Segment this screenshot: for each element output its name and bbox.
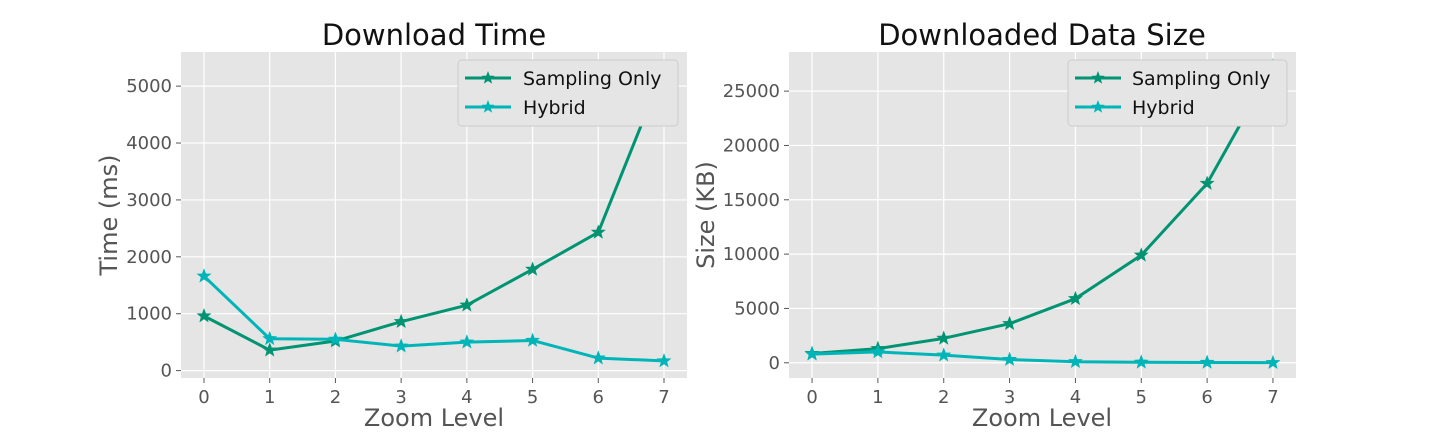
data-point-hybrid [393, 338, 409, 353]
data-point-sampling-only [1002, 315, 1018, 331]
y-axis-label: Time (ms) [95, 155, 123, 277]
legend-label-hybrid: Hybrid [523, 97, 586, 119]
legend-marker-sampling-only [1091, 71, 1105, 84]
series-line-hybrid [202, 275, 665, 363]
x-tick-label: 4 [461, 387, 472, 408]
data-point-hybrid [590, 350, 606, 365]
y-tick-label: 2000 [126, 247, 172, 268]
series-layer [196, 60, 672, 368]
data-point-hybrid [1002, 351, 1018, 366]
panel-downloaded-data-size: 0 5000 10000 15000 20000 25000 0 1 2 3 4 5 6 7 Sampli… [692, 18, 1296, 432]
y-tick-label: 15000 [723, 190, 780, 211]
panel-download-time: 0 1000 2000 3000 4000 5000 0 1 2 3 4 5 6 7 Sampling O… [95, 18, 687, 432]
series-line-hybrid [812, 350, 1273, 365]
x-tick-label: 7 [1267, 387, 1278, 408]
y-tick-label: 5000 [734, 298, 780, 319]
series-layer [804, 58, 1281, 370]
tick-layer: 0 5000 10000 15000 20000 25000 0 1 2 3 4 5 6 7 [723, 81, 1279, 408]
x-axis-label: Zoom Level [972, 404, 1112, 432]
x-tick-label: 1 [872, 387, 883, 408]
series-line-sampling-only [811, 65, 1275, 356]
x-axis-label: Zoom Level [364, 404, 504, 432]
data-point-hybrid [936, 347, 952, 362]
legend-label-sampling-only: Sampling Only [1132, 68, 1271, 90]
chart-title: Downloaded Data Size [878, 18, 1206, 52]
data-point-hybrid [525, 332, 541, 347]
x-tick-label: 6 [1201, 387, 1212, 408]
data-point-hybrid [1133, 354, 1149, 369]
legend-marker-sampling-only [481, 71, 495, 84]
legend-box [457, 59, 679, 127]
legend-label-sampling-only: Sampling Only [523, 68, 662, 90]
data-point-sampling-only [459, 297, 475, 312]
data-point-hybrid [459, 334, 475, 349]
legend: Sampling Only Hybrid [1067, 59, 1288, 127]
y-axis-label: Size (KB) [692, 161, 720, 269]
legend-label-hybrid: Hybrid [1132, 97, 1195, 119]
data-point-sampling-only [1199, 175, 1215, 190]
legend: Sampling Only Hybrid [457, 59, 679, 127]
legend-box [1067, 59, 1288, 127]
y-tick-label: 25000 [723, 81, 780, 102]
data-point-sampling-only [196, 308, 212, 323]
data-point-hybrid [656, 353, 672, 368]
y-tick-label: 3000 [126, 190, 172, 211]
data-point-hybrid [804, 346, 820, 361]
tick-layer: 0 1000 2000 3000 4000 5000 0 1 2 3 4 5 6 7 [126, 76, 670, 408]
y-tick-label: 4000 [126, 133, 172, 154]
data-point-sampling-only [936, 330, 952, 345]
y-tick-label: 1000 [126, 304, 172, 325]
x-tick-label: 7 [658, 387, 669, 408]
x-tick-label: 1 [264, 387, 275, 408]
x-tick-label: 0 [198, 387, 209, 408]
y-tick-label: 0 [769, 353, 780, 374]
data-point-sampling-only [393, 313, 409, 329]
x-tick-label: 4 [1070, 387, 1081, 408]
x-tick-label: 2 [330, 387, 341, 408]
y-tick-label: 10000 [723, 244, 780, 265]
data-point-hybrid [1199, 354, 1215, 369]
data-point-hybrid [327, 331, 343, 346]
data-point-hybrid [262, 330, 278, 346]
data-point-sampling-only [525, 261, 541, 276]
data-point-hybrid [1067, 353, 1083, 369]
x-tick-label: 5 [527, 387, 538, 408]
series-line-sampling-only [203, 67, 666, 352]
y-tick-label: 5000 [126, 76, 172, 97]
x-tick-label: 5 [1136, 387, 1147, 408]
x-tick-label: 3 [395, 387, 406, 408]
x-tick-label: 0 [806, 387, 817, 408]
x-tick-label: 6 [593, 387, 604, 408]
data-point-sampling-only [1133, 247, 1149, 262]
x-tick-label: 3 [1004, 387, 1015, 408]
data-point-sampling-only [262, 342, 278, 357]
legend-marker-hybrid [481, 100, 495, 113]
data-point-hybrid [870, 344, 886, 359]
data-point-sampling-only [590, 224, 606, 239]
y-tick-label: 0 [161, 361, 172, 382]
data-point-hybrid [196, 268, 212, 283]
x-tick-label: 2 [938, 387, 949, 408]
data-point-hybrid [1265, 354, 1281, 370]
chart-title: Download Time [322, 18, 546, 52]
data-point-sampling-only [1067, 290, 1083, 306]
legend-marker-hybrid [1091, 100, 1105, 113]
y-tick-label: 20000 [723, 135, 780, 156]
